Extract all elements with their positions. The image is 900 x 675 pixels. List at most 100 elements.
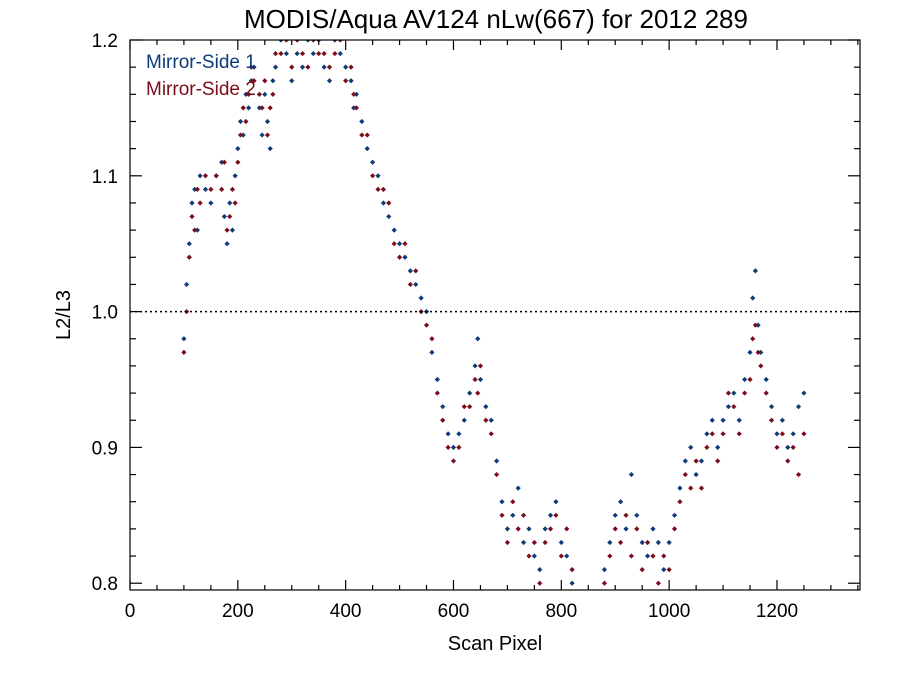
data-point-mirror-side-1 (477, 376, 484, 383)
data-point-mirror-side-1 (343, 64, 349, 70)
data-point-mirror-side-1 (391, 227, 397, 233)
axis-ticks (129, 39, 860, 590)
data-point-mirror-side-1 (208, 200, 214, 206)
data-point-mirror-side-2 (246, 91, 252, 97)
data-point-mirror-side-1 (370, 159, 376, 165)
data-point-mirror-side-1 (736, 417, 742, 423)
data-point-mirror-side-2 (375, 186, 381, 192)
data-point-mirror-side-1 (375, 173, 381, 179)
data-point-mirror-side-2 (402, 241, 408, 247)
data-point-mirror-side-2 (661, 553, 667, 559)
data-point-mirror-side-2 (779, 431, 785, 437)
data-point-mirror-side-1 (553, 499, 559, 505)
data-point-mirror-side-1 (229, 227, 236, 233)
data-point-mirror-side-2 (440, 417, 446, 423)
data-point-mirror-side-1 (197, 173, 203, 179)
data-point-mirror-side-1 (294, 50, 300, 57)
data-point-mirror-side-1 (650, 526, 656, 532)
data-point-mirror-side-1 (272, 64, 279, 70)
data-point-mirror-side-2 (475, 390, 481, 396)
data-point-mirror-side-2 (186, 254, 192, 260)
data-point-mirror-side-2 (248, 64, 254, 70)
legend-item-mirror-side-1: Mirror-Side 1 (146, 52, 256, 73)
data-point-mirror-side-2 (494, 471, 500, 478)
data-point-mirror-side-2 (224, 227, 230, 233)
data-point-mirror-side-1 (235, 146, 241, 152)
data-point-mirror-side-1 (396, 241, 403, 247)
data-point-mirror-side-2 (752, 322, 759, 328)
x-tick-label: 200 (222, 601, 254, 622)
data-point-mirror-side-1 (520, 539, 527, 546)
x-tick-label: 800 (545, 601, 577, 622)
data-point-mirror-side-1 (221, 213, 227, 220)
x-tick-label: 1200 (756, 601, 798, 622)
data-point-mirror-side-1 (189, 200, 195, 206)
data-point-mirror-side-2 (639, 567, 645, 573)
data-point-mirror-side-2 (351, 91, 357, 97)
data-point-mirror-side-2 (666, 567, 672, 573)
data-point-mirror-side-1 (181, 336, 187, 342)
data-point-mirror-side-2 (461, 404, 467, 410)
y-tick-label: 1.1 (92, 167, 118, 188)
data-point-mirror-side-2 (386, 200, 392, 206)
data-point-mirror-side-1 (264, 118, 271, 125)
data-point-mirror-side-2 (289, 64, 295, 70)
data-point-mirror-side-2 (693, 458, 699, 464)
data-point-mirror-side-1 (688, 444, 694, 451)
data-point-mirror-side-1 (618, 499, 624, 505)
data-point-mirror-side-2 (456, 444, 462, 451)
data-point-mirror-side-1 (795, 404, 802, 410)
data-point-mirror-side-1 (537, 567, 543, 573)
x-axis-label: Scan Pixel (448, 633, 543, 655)
data-point-mirror-side-1 (351, 105, 357, 111)
data-point-mirror-side-1 (542, 526, 548, 532)
data-point-mirror-side-1 (515, 485, 521, 491)
data-point-mirror-side-2 (429, 336, 435, 342)
data-point-mirror-side-1 (192, 186, 198, 192)
data-point-mirror-side-1 (774, 431, 780, 437)
data-point-mirror-side-2 (370, 173, 376, 179)
data-point-mirror-side-2 (237, 132, 244, 138)
x-tick-label: 0 (125, 601, 136, 622)
data-point-mirror-side-2 (715, 458, 721, 464)
data-point-mirror-side-2 (774, 444, 780, 451)
data-point-mirror-side-2 (264, 132, 271, 138)
data-point-mirror-side-1 (483, 404, 489, 410)
data-point-mirror-side-2 (477, 363, 484, 369)
data-point-mirror-side-1 (429, 349, 435, 355)
data-point-mirror-side-1 (752, 268, 759, 274)
y-tick-label: 0.9 (92, 438, 118, 459)
data-point-mirror-side-1 (790, 431, 796, 437)
data-point-mirror-side-1 (243, 91, 249, 97)
data-point-mirror-side-2 (547, 526, 554, 532)
data-point-mirror-side-2 (221, 159, 227, 165)
data-point-mirror-side-2 (343, 78, 349, 84)
data-point-mirror-side-1 (380, 200, 386, 206)
data-point-mirror-side-2 (731, 404, 737, 410)
data-point-mirror-side-2 (720, 431, 726, 437)
data-point-mirror-side-1 (186, 241, 192, 247)
y-tick-label: 0.8 (92, 574, 118, 595)
data-point-mirror-side-1 (194, 227, 200, 233)
y-tick-label: 1.2 (92, 31, 118, 52)
data-point-mirror-side-2 (768, 417, 775, 423)
data-point-mirror-side-1 (661, 567, 667, 573)
data-point-mirror-side-2 (515, 526, 521, 532)
data-point-mirror-side-2 (795, 471, 802, 478)
data-point-mirror-side-1 (564, 553, 570, 559)
data-point-mirror-side-2 (628, 553, 635, 559)
data-point-mirror-side-2 (229, 186, 236, 192)
data-point-mirror-side-1 (750, 295, 756, 301)
data-point-mirror-side-1 (612, 512, 618, 518)
data-point-mirror-side-1 (758, 349, 764, 355)
data-point-mirror-side-1 (232, 173, 238, 179)
data-point-mirror-side-2 (558, 553, 564, 559)
data-point-mirror-side-2 (682, 471, 688, 478)
data-point-mirror-side-1 (715, 444, 721, 451)
data-point-mirror-side-2 (337, 40, 343, 43)
data-point-mirror-side-1 (440, 404, 446, 410)
data-point-mirror-side-1 (289, 78, 295, 84)
data-point-mirror-side-1 (240, 132, 246, 138)
data-point-mirror-side-2 (531, 539, 537, 546)
